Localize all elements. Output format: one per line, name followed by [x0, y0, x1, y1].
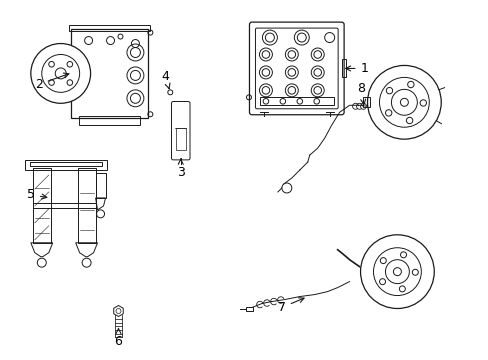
Bar — [341, 59, 345, 77]
Bar — [79, 116, 140, 125]
Bar — [68, 24, 150, 31]
Text: 3: 3 — [177, 159, 184, 179]
Text: 6: 6 — [114, 329, 122, 348]
Text: 2: 2 — [35, 73, 69, 91]
Bar — [362, 97, 369, 107]
Text: 8: 8 — [357, 82, 365, 104]
Bar — [30, 162, 102, 166]
Bar — [25, 160, 106, 170]
Bar — [260, 97, 333, 105]
Text: 7: 7 — [277, 298, 304, 314]
Text: 4: 4 — [161, 70, 170, 89]
Bar — [78, 168, 95, 243]
Bar — [33, 168, 51, 243]
Bar — [175, 128, 185, 150]
Circle shape — [31, 44, 90, 103]
Bar — [95, 173, 105, 198]
Bar — [71, 28, 148, 118]
Text: 1: 1 — [345, 62, 368, 75]
Bar — [245, 306, 252, 311]
Text: 5: 5 — [27, 188, 47, 202]
